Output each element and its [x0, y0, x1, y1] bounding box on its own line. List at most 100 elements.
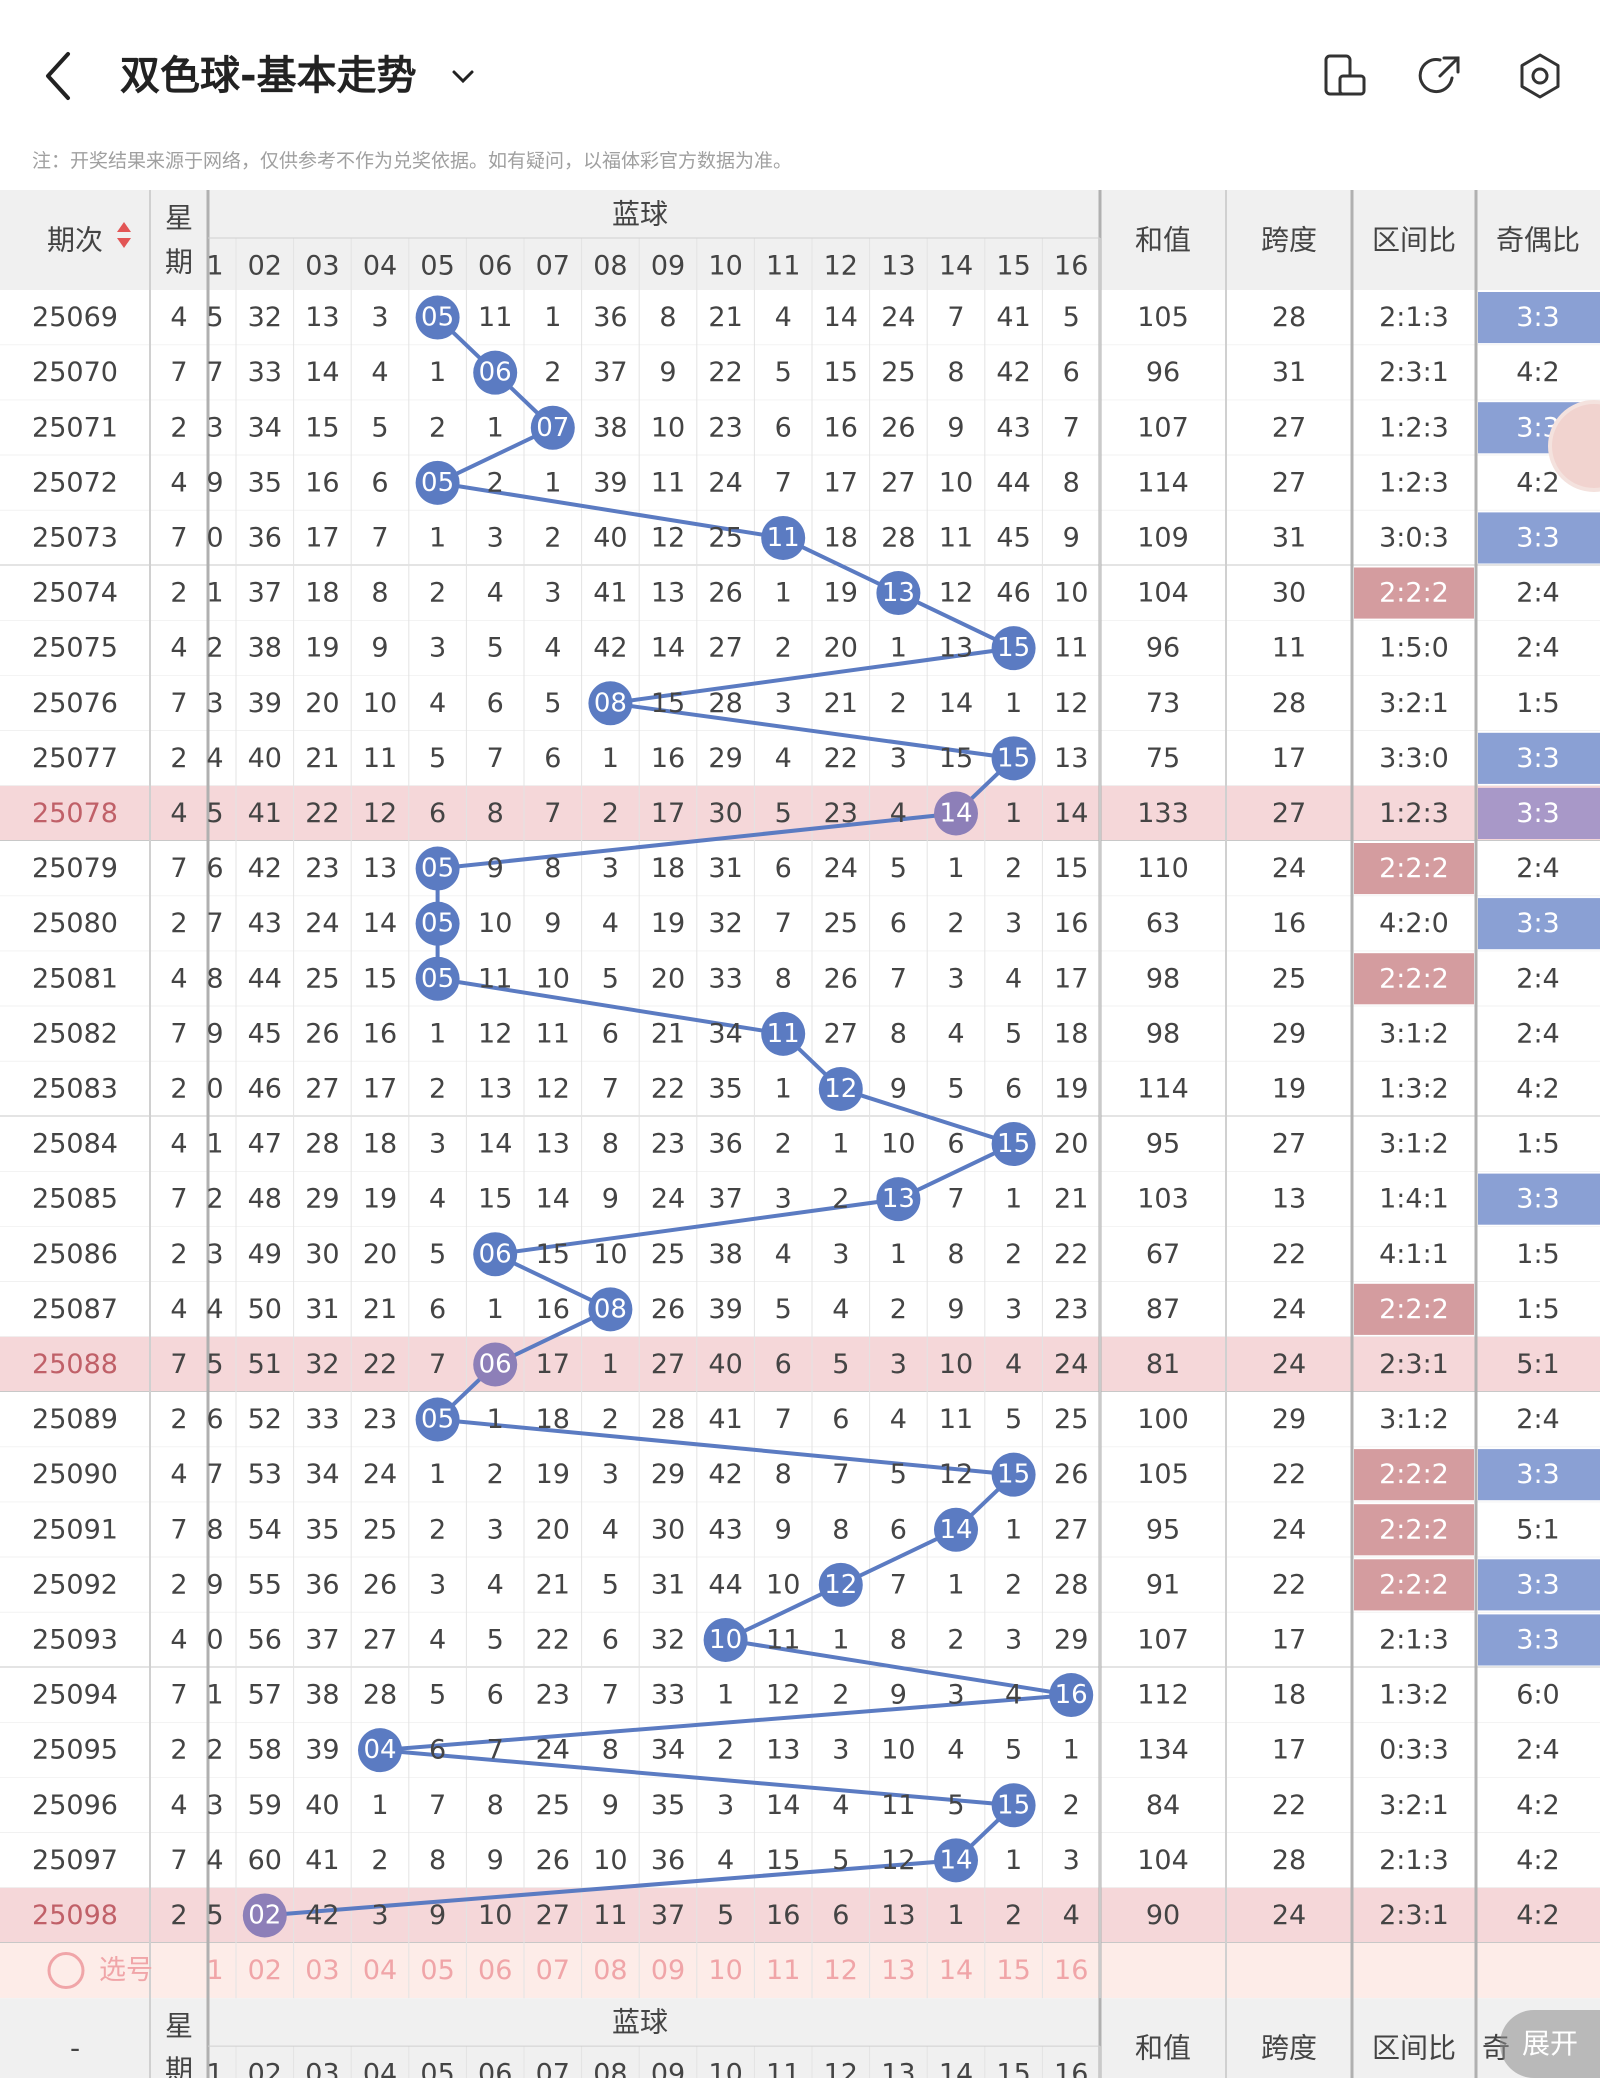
select-number[interactable]: 12 — [824, 1955, 858, 1986]
oddeven-cell: 4:2 — [1516, 1845, 1559, 1876]
blue-cell-partial: 3 — [206, 1239, 223, 1270]
miss-count-cell: 6 — [602, 1624, 619, 1655]
miss-count-cell: 14 — [824, 302, 858, 333]
sort-down-icon[interactable] — [117, 238, 131, 248]
page-title[interactable]: 双色球-基本走势 — [120, 53, 417, 99]
miss-count-cell: 37 — [651, 1900, 685, 1931]
select-number[interactable]: 14 — [939, 1955, 973, 1986]
zone-cell: 2:2:2 — [1379, 578, 1449, 609]
table-row[interactable] — [0, 896, 1600, 952]
miss-count-cell: 3 — [890, 1349, 907, 1380]
select-number[interactable]: 10 — [708, 1955, 742, 1986]
zone-cell: 1:2:3 — [1379, 467, 1449, 498]
table-row[interactable] — [0, 1061, 1600, 1117]
select-number[interactable]: 05 — [420, 1955, 454, 1986]
select-number[interactable]: 16 — [1054, 1955, 1088, 1986]
trend-chart: 期次星期蓝球1 02 03 04 05 06 07 08 09 10 11 12 13 14 15 16和值跨… — [0, 190, 1600, 2082]
miss-count-cell: 4 — [429, 688, 446, 719]
table-row[interactable] — [0, 455, 1600, 511]
select-number[interactable]: 09 — [651, 1955, 685, 1986]
table-row[interactable] — [0, 730, 1600, 786]
select-label[interactable]: 选号 — [99, 1955, 153, 1986]
table-row[interactable] — [0, 290, 1600, 346]
table-row[interactable] — [0, 620, 1600, 676]
miss-count-cell: 7 — [602, 1073, 619, 1104]
miss-count-cell: 14 — [305, 357, 339, 388]
miss-count-cell: 10 — [363, 688, 397, 719]
miss-count-cell: 1 — [429, 1018, 446, 1049]
select-radio-icon[interactable] — [47, 1952, 85, 1990]
blue-number-header: 14 — [939, 251, 973, 282]
select-number[interactable]: 11 — [766, 1955, 800, 1986]
expand-button[interactable]: 展开 — [1500, 2010, 1600, 2078]
table-row[interactable] — [0, 1447, 1600, 1503]
zone-cell: 2:1:3 — [1379, 302, 1449, 333]
table-row[interactable] — [0, 1171, 1600, 1227]
miss-count-cell: 25 — [305, 963, 339, 994]
miss-count-cell: 3 — [602, 853, 619, 884]
select-number[interactable]: 07 — [536, 1955, 570, 1986]
miss-count-cell: 7 — [371, 522, 388, 553]
blue-ball — [703, 1617, 748, 1662]
miss-count-cell: 23 — [305, 853, 339, 884]
miss-count-cell: 2 — [1005, 1900, 1022, 1931]
miss-count-cell: 5 — [890, 853, 907, 884]
select-number[interactable]: 13 — [881, 1955, 915, 1986]
table-row[interactable] — [0, 1392, 1600, 1448]
select-number[interactable]: 1 — [206, 1955, 223, 1986]
table-row[interactable] — [0, 1226, 1600, 1282]
share-icon[interactable] — [1416, 52, 1464, 100]
table-row[interactable] — [0, 345, 1600, 401]
select-number[interactable]: 15 — [996, 1955, 1030, 1986]
miss-count-cell: 8 — [890, 1624, 907, 1655]
settings-icon[interactable] — [1516, 52, 1564, 100]
blue-ball — [934, 791, 978, 836]
miss-count-cell: 27 — [824, 1018, 858, 1049]
table-row[interactable] — [0, 565, 1600, 621]
zone-cell: 3:0:3 — [1379, 522, 1449, 553]
table-row[interactable] — [0, 1116, 1600, 1172]
miss-count-cell: 3 — [429, 1129, 446, 1160]
zone-highlight — [1354, 1559, 1474, 1611]
miss-count-cell: 8 — [602, 1735, 619, 1766]
table-row[interactable] — [0, 1281, 1600, 1337]
miss-count-cell: 7 — [890, 963, 907, 994]
miss-count-cell: 3 — [1005, 1624, 1022, 1655]
table-row[interactable] — [0, 400, 1600, 456]
select-number[interactable]: 03 — [305, 1955, 339, 1986]
table-row[interactable] — [0, 1722, 1600, 1778]
table-row[interactable] — [0, 1667, 1600, 1723]
sum-cell: 105 — [1137, 302, 1189, 333]
select-number[interactable]: 04 — [363, 1955, 397, 1986]
table-row[interactable] — [0, 1612, 1600, 1668]
sum-cell: 63 — [1146, 908, 1180, 939]
select-number[interactable]: 06 — [478, 1955, 512, 1986]
week-cell: 7 — [170, 1184, 187, 1215]
miss-count-cell: 12 — [363, 798, 397, 829]
rotate-screen-icon[interactable] — [1320, 52, 1368, 100]
period-header[interactable]: 期次 — [47, 224, 103, 257]
sort-up-icon[interactable] — [117, 222, 131, 232]
table-row[interactable] — [0, 785, 1600, 841]
miss-count-cell: 7 — [775, 908, 792, 939]
table-row[interactable] — [0, 1502, 1600, 1558]
week-cell: 2 — [170, 578, 187, 609]
blue-cell-partial: 5 — [206, 1349, 223, 1380]
select-number[interactable]: 08 — [593, 1955, 627, 1986]
period-cell: 25087 — [32, 1294, 118, 1325]
span-cell: 22 — [1272, 1790, 1306, 1821]
miss-count-cell: 25 — [881, 357, 915, 388]
back-arrow-icon[interactable] — [40, 48, 80, 104]
miss-count-cell: 32 — [651, 1624, 685, 1655]
table-row[interactable] — [0, 1336, 1600, 1392]
week-cell: 7 — [170, 1349, 187, 1380]
period-cell: 25079 — [32, 853, 118, 884]
table-row[interactable] — [0, 841, 1600, 897]
table-row[interactable] — [0, 1832, 1600, 1888]
chevron-down-icon[interactable] — [448, 62, 478, 92]
span-cell: 25 — [1272, 963, 1306, 994]
miss-count-cell: 5 — [602, 1569, 619, 1600]
table-row[interactable] — [0, 951, 1600, 1007]
table-row[interactable] — [0, 675, 1600, 731]
select-number[interactable]: 02 — [248, 1955, 282, 1986]
